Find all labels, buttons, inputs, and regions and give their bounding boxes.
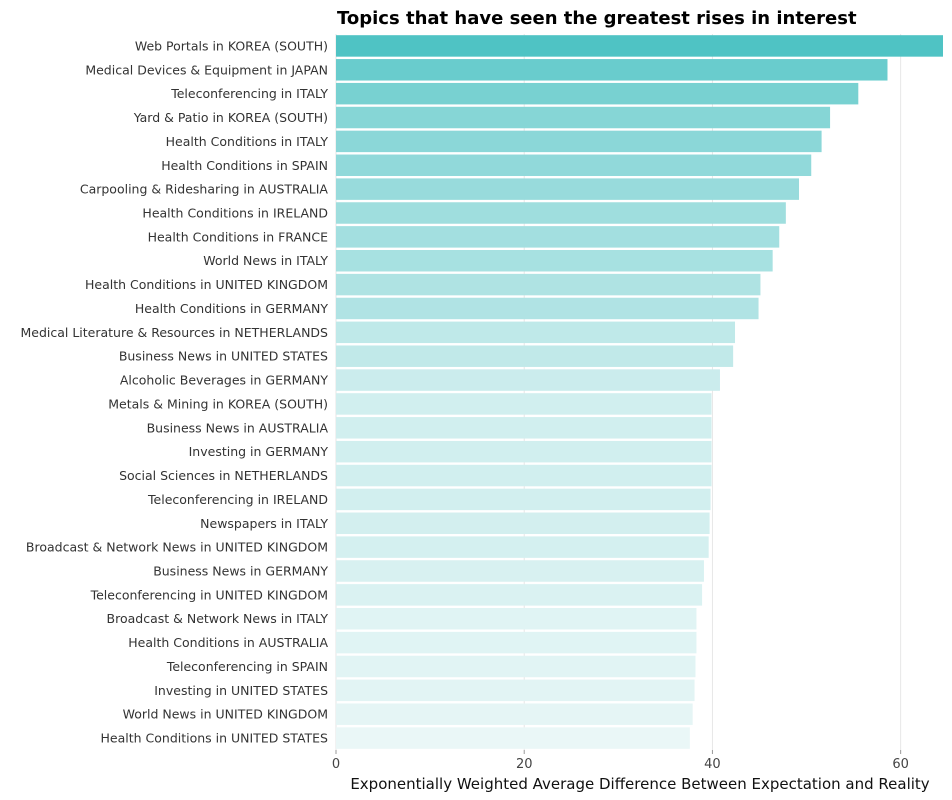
category-label-4: Health Conditions in ITALY [166, 134, 329, 149]
bar-16 [336, 417, 712, 439]
gridlines [335, 34, 902, 750]
x-axis-title: Exponentially Weighted Average Differenc… [350, 775, 929, 793]
bar-2 [336, 82, 859, 105]
category-label-12: Medical Literature & Resources in NETHER… [20, 325, 328, 340]
bar-29 [336, 727, 690, 749]
bar-18 [336, 464, 712, 487]
category-label-9: World News in ITALY [203, 253, 328, 268]
category-label-10: Health Conditions in UNITED KINGDOM [85, 277, 328, 292]
category-label-24: Broadcast & Network News in ITALY [107, 611, 329, 626]
x-tick-label-0: 0 [332, 757, 340, 772]
bar-4 [336, 130, 822, 153]
bar-21 [336, 536, 709, 558]
bar-24 [336, 607, 697, 630]
category-label-1: Medical Devices & Equipment in JAPAN [85, 62, 328, 77]
bar-6 [336, 178, 800, 200]
bar-15 [336, 393, 712, 415]
category-label-3: Yard & Patio in KOREA (SOUTH) [133, 110, 328, 125]
x-axis-ticks: 0 20 40 60 [332, 750, 909, 772]
bar-28 [336, 703, 693, 725]
bars [336, 35, 943, 749]
category-label-13: Business News in UNITED STATES [119, 349, 328, 364]
bar-1 [336, 59, 888, 81]
category-label-19: Teleconferencing in IRELAND [147, 492, 328, 507]
category-label-14: Alcoholic Beverages in GERMANY [120, 373, 328, 388]
bar-25 [336, 631, 697, 654]
category-label-16: Business News in AUSTRALIA [147, 420, 329, 435]
x-tick-label-2: 40 [704, 757, 721, 772]
category-label-2: Teleconferencing in ITALY [170, 86, 328, 101]
bar-20 [336, 512, 710, 535]
bar-12 [336, 321, 736, 344]
category-label-22: Business News in GERMANY [153, 564, 328, 579]
x-tick-label-3: 60 [892, 757, 909, 772]
bar-5 [336, 154, 812, 177]
category-label-18: Social Sciences in NETHERLANDS [119, 468, 328, 483]
category-label-25: Health Conditions in AUSTRALIA [128, 635, 328, 650]
bar-13 [336, 345, 734, 367]
category-label-11: Health Conditions in GERMANY [135, 301, 328, 316]
bar-7 [336, 202, 786, 224]
bar-22 [336, 560, 704, 582]
category-label-21: Broadcast & Network News in UNITED KINGD… [26, 540, 328, 555]
category-label-27: Investing in UNITED STATES [154, 683, 328, 698]
category-label-23: Teleconferencing in UNITED KINGDOM [90, 587, 328, 602]
bar-19 [336, 488, 711, 511]
category-labels: Web Portals in KOREA (SOUTH) Medical Devi… [20, 38, 328, 745]
category-label-26: Teleconferencing in SPAIN [166, 659, 328, 674]
category-label-7: Health Conditions in IRELAND [142, 206, 328, 221]
category-label-5: Health Conditions in SPAIN [161, 158, 328, 173]
category-label-0: Web Portals in KOREA (SOUTH) [135, 38, 328, 53]
bar-27 [336, 679, 695, 702]
category-label-17: Investing in GERMANY [189, 444, 329, 459]
bar-3 [336, 106, 831, 129]
x-tick-label-1: 20 [516, 757, 533, 772]
category-label-20: Newspapers in ITALY [200, 516, 328, 531]
bar-10 [336, 273, 761, 296]
bar-9 [336, 249, 773, 272]
chart-title: Topics that have seen the greatest rises… [337, 8, 857, 29]
category-label-6: Carpooling & Ridesharing in AUSTRALIA [80, 182, 329, 197]
category-label-29: Health Conditions in UNITED STATES [101, 731, 329, 746]
bar-11 [336, 297, 759, 320]
category-label-28: World News in UNITED KINGDOM [123, 707, 328, 722]
bar-17 [336, 440, 712, 463]
category-label-15: Metals & Mining in KOREA (SOUTH) [108, 396, 328, 411]
category-label-8: Health Conditions in FRANCE [148, 229, 329, 244]
bar-14 [336, 369, 720, 391]
bar-23 [336, 584, 703, 606]
bar-26 [336, 655, 696, 678]
bar-0 [336, 35, 943, 57]
bar-8 [336, 226, 780, 248]
